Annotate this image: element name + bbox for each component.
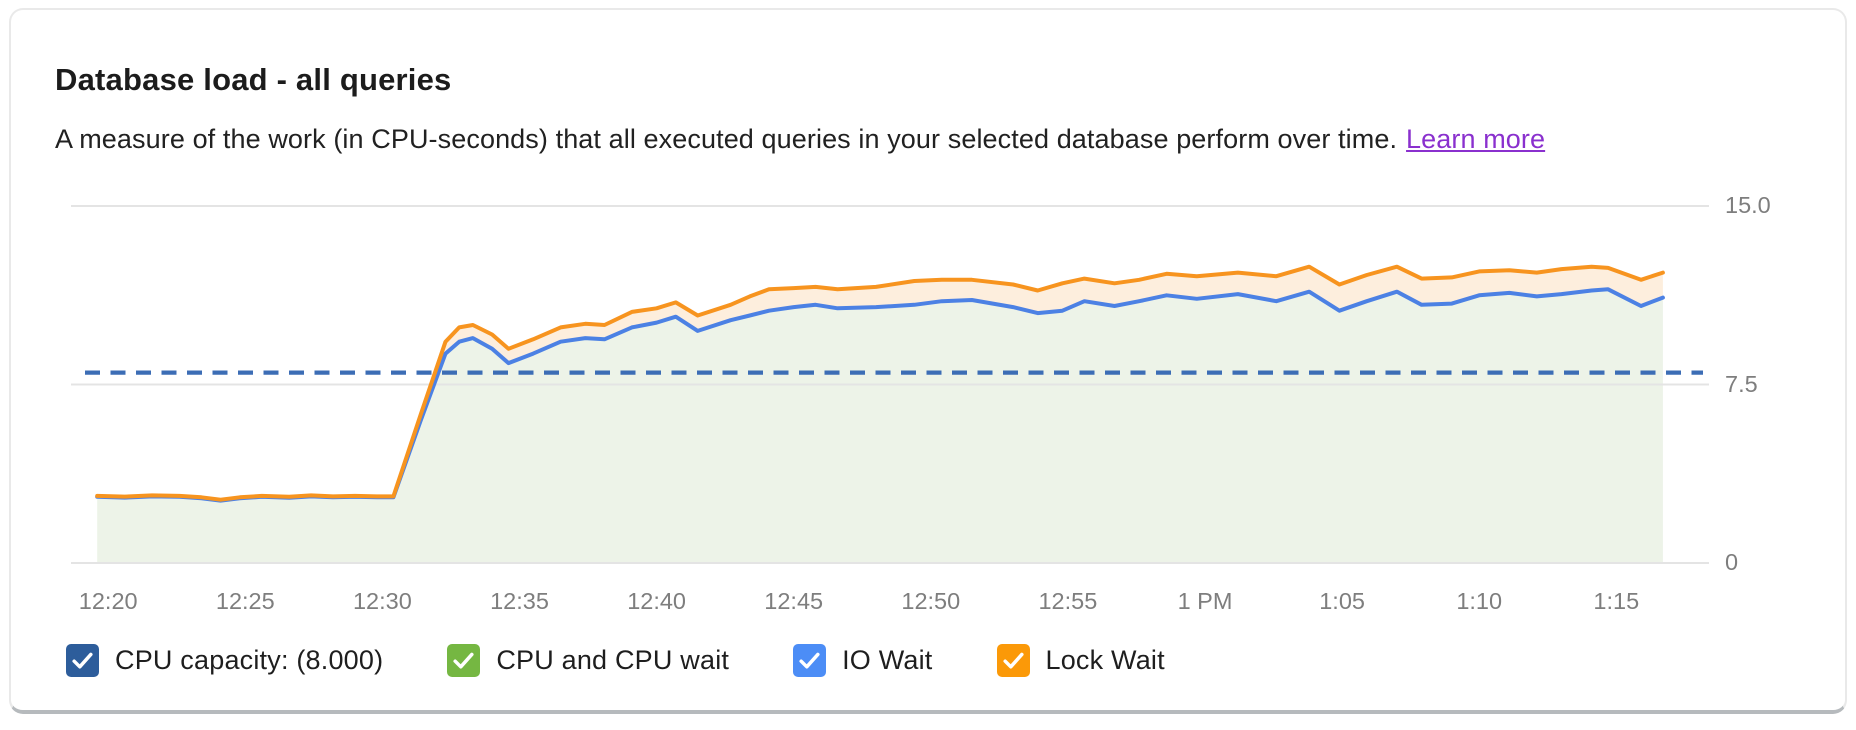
chart-canvas[interactable]	[11, 10, 1856, 730]
database-load-chart[interactable]: 12:20 12:25 12:30 12:35 12:40 12:45 12:50 12:55…	[11, 10, 1856, 730]
checkbox-checked-icon[interactable]	[66, 644, 99, 677]
x-axis-label: 12:45	[764, 588, 824, 614]
y-axis-label: 7.5	[1725, 370, 1758, 397]
x-axis-label: 12:55	[1038, 588, 1098, 614]
chart-legend: CPU capacity: (8.000) CPU and CPU wait I…	[66, 644, 1165, 677]
learn-more-link[interactable]: Learn more	[1406, 124, 1546, 154]
lock-wait-line	[95, 264, 1665, 502]
lock-wait-band	[97, 266, 1663, 501]
legend-item[interactable]: CPU capacity: (8.000)	[66, 644, 383, 677]
checkbox-checked-icon[interactable]	[793, 644, 827, 677]
x-axis-label: 12:25	[215, 588, 275, 614]
legend-item-label: CPU and CPU wait	[496, 645, 730, 675]
checkbox-checked-icon[interactable]	[447, 644, 481, 677]
chart-description-text: A measure of the work (in CPU-seconds) t…	[55, 124, 1398, 154]
x-axis-label: 12:30	[352, 588, 412, 614]
legend-item[interactable]: IO Wait	[793, 644, 932, 677]
legend-item-label: Lock Wait	[1045, 645, 1165, 675]
page-title: Database load - all queries	[55, 62, 452, 97]
x-axis-label: 12:35	[490, 588, 549, 614]
legend-item-label: IO Wait	[842, 645, 933, 675]
y-axis-label: 15.0	[1725, 192, 1771, 218]
x-axis-label: 1 PM	[1177, 588, 1233, 614]
legend-item[interactable]: CPU and CPU wait	[447, 644, 729, 677]
x-axis-label: 1:10	[1456, 588, 1503, 614]
x-axis-label: 12:40	[627, 588, 686, 614]
legend-item-label: CPU capacity: (8.000)	[115, 645, 384, 675]
x-axis-label: 12:50	[901, 588, 961, 614]
legend-item[interactable]: Lock Wait	[996, 644, 1165, 677]
x-axis-label: 1:15	[1593, 588, 1640, 614]
x-axis-label: 1:05	[1319, 588, 1365, 614]
database-load-card: Database load - all queries A measure of…	[9, 8, 1847, 714]
cpu-wait-area	[97, 289, 1663, 563]
x-axis-label: 12:20	[78, 588, 138, 614]
chart-description: A measure of the work (in CPU-seconds) t…	[55, 124, 1545, 155]
checkbox-checked-icon[interactable]	[996, 644, 1030, 677]
y-axis-label: 0	[1725, 549, 1739, 575]
